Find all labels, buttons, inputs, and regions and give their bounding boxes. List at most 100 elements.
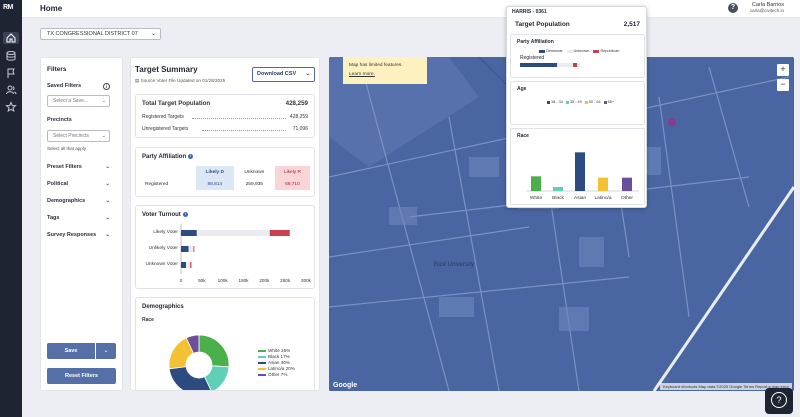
party-affiliation-card: Party Affiliation i Likely D Unknown Like… — [135, 147, 315, 197]
accordion-tags[interactable]: Tags ⌄ — [47, 215, 110, 221]
info-icon[interactable]: i — [182, 212, 188, 217]
party-affiliation-title: Party Affiliation i — [142, 154, 194, 161]
row-registered: Registered — [145, 181, 169, 187]
place-label: Rice University — [434, 262, 475, 268]
save-button[interactable]: Save — [47, 343, 95, 359]
question-icon: ? — [771, 392, 787, 408]
turnout-tick-label: 300k — [301, 278, 312, 283]
zoom-in-button[interactable]: + — [777, 64, 789, 76]
race-bar — [598, 177, 608, 191]
turnout-bar-segment — [181, 246, 189, 252]
saved-filter-select[interactable]: Select a Save... ⌄ — [47, 95, 110, 107]
legend-label: White 26% — [268, 348, 291, 353]
flag-icon[interactable] — [5, 67, 17, 79]
target-summary-panel: Target Summary ▤ Source Voter File Updat… — [130, 57, 320, 391]
turnout-label: Unknown Voter — [145, 262, 178, 267]
legend-label: Republican — [600, 49, 620, 53]
legend-label: Unknown — [573, 49, 590, 53]
help-icon[interactable]: ? — [728, 3, 738, 13]
page-title: Home — [40, 4, 63, 13]
accordion-demographics[interactable]: Demographics ⌄ — [47, 198, 110, 204]
accordion-label: Tags — [47, 215, 60, 221]
registered-value: 428,259 — [289, 114, 308, 120]
info-icon[interactable]: i — [103, 83, 110, 90]
legend-label: 18 - 34 — [551, 100, 563, 104]
legend-swatch — [584, 100, 588, 104]
legend-swatch — [566, 49, 573, 53]
legend-label: Black 17% — [268, 354, 290, 359]
download-label: Download CSV — [257, 71, 297, 77]
nav-rail: RM — [0, 0, 22, 417]
popup-target-label: Target Population — [515, 21, 570, 28]
total-label: Total Target Population — [142, 100, 211, 107]
race-bar-label: Other — [621, 195, 633, 201]
table-header-blank — [142, 166, 196, 178]
legend-swatch — [565, 100, 569, 104]
race-bar-label: Latino/a — [594, 195, 611, 201]
demographics-title: Demographics — [142, 304, 184, 310]
race-bar — [622, 177, 632, 191]
user-email: carla@civitech.io — [749, 8, 784, 13]
accordion-survey-responses[interactable]: Survey Responses ⌄ — [47, 232, 110, 238]
accordion-label: Preset Filters — [47, 164, 82, 170]
save-options-button[interactable]: ⌄ — [96, 343, 116, 359]
popup-party-card: Party Affiliation Democrat Unknown Repub… — [510, 34, 645, 78]
home-icon[interactable] — [3, 32, 19, 44]
precinct-name: HARRIS - 0361 — [512, 9, 547, 15]
race-bar — [575, 152, 585, 191]
chevron-down-icon: ⌄ — [101, 98, 106, 104]
filters-panel: Filters Saved Filters i Select a Save...… — [40, 57, 123, 391]
turnout-chart: 0 50k 100k 150k 200k 250k 300k — [180, 224, 312, 283]
help-chat-button[interactable]: ? — [765, 388, 793, 414]
race-bar-label: Asian — [574, 195, 586, 201]
info-icon[interactable]: i — [188, 154, 194, 159]
popup-age-card: Age 18 - 34 35 - 49 50 - 64 65+ — [510, 81, 645, 125]
limited-features-notice: Map has limited features. Learn more. — [343, 57, 427, 84]
reset-filters-button[interactable]: Reset Filters — [47, 368, 116, 384]
chevron-down-icon: ⌄ — [105, 181, 110, 187]
turnout-bar-segment — [186, 262, 191, 268]
total-value: 428,259 — [285, 100, 308, 107]
cell-likely-r: 69,710 — [274, 178, 310, 190]
chevron-down-icon: ⌄ — [103, 348, 109, 354]
legend-label: 35 - 49 — [569, 100, 582, 104]
col-unknown: Unknown — [244, 169, 265, 175]
registered-row: Registered Targets 428,259 — [142, 114, 308, 120]
turnout-bar-segment — [190, 262, 192, 268]
precinct-popup: HARRIS - 0361 Target Population 2,517 Pa… — [506, 6, 647, 208]
race-bar-label: Black — [552, 195, 564, 201]
learn-more-link[interactable]: Learn more. — [349, 72, 375, 77]
party-table: Likely D Unknown Likely R Registered 88,… — [142, 166, 310, 190]
party-title-text: Party Affiliation — [142, 154, 187, 161]
turnout-bar-segment — [188, 246, 194, 252]
legend-swatch — [258, 355, 266, 358]
unregistered-value: 71,096 — [292, 126, 308, 132]
zoom-out-button[interactable]: − — [777, 79, 789, 91]
popup-race-chart: White Black Asian Latino/a Other — [526, 152, 639, 201]
notice-text: Map has limited features. — [349, 63, 403, 68]
user-name[interactable]: Carla Barrios — [751, 2, 784, 8]
district-select[interactable]: TX CONGRESSIONAL DISTRICT 07 ⌄ — [40, 28, 161, 40]
accordion-preset-filters[interactable]: Preset Filters ⌄ — [47, 164, 110, 170]
database-icon: ▤ — [135, 78, 141, 83]
download-csv-button[interactable]: Download CSV ⌄ — [252, 67, 315, 82]
turnout-tick-label: 200k — [259, 278, 270, 283]
unregistered-label: Unregistered Targets — [142, 126, 189, 132]
legend-label: Other 7% — [268, 372, 288, 377]
users-icon[interactable] — [5, 84, 17, 96]
turnout-title-text: Voter Turnout — [142, 212, 181, 219]
turnout-bar-segment — [196, 230, 270, 236]
registered-label: Registered Targets — [142, 114, 184, 120]
database-icon[interactable] — [5, 50, 17, 62]
turnout-tick-label: 100k — [218, 278, 229, 283]
accordion-political[interactable]: Political ⌄ — [47, 181, 110, 187]
race-legend: White 26% Black 17% Asian 30% Latino/a 20% O… — [258, 348, 314, 378]
map-attribution[interactable]: Keyboard shortcuts Map data ©2025 Google… — [659, 383, 792, 390]
chevron-down-icon: ⌄ — [105, 232, 110, 238]
precincts-select[interactable]: Select Precincts ⌄ — [47, 130, 110, 142]
voter-turnout-card: Voter Turnout i Likely Voter Unlikely Vot… — [135, 205, 315, 289]
star-icon[interactable] — [5, 101, 17, 113]
precincts-hint: Select all that apply — [47, 146, 87, 151]
legend-label: Asian 30% — [268, 360, 290, 365]
google-logo: Google — [333, 382, 358, 389]
